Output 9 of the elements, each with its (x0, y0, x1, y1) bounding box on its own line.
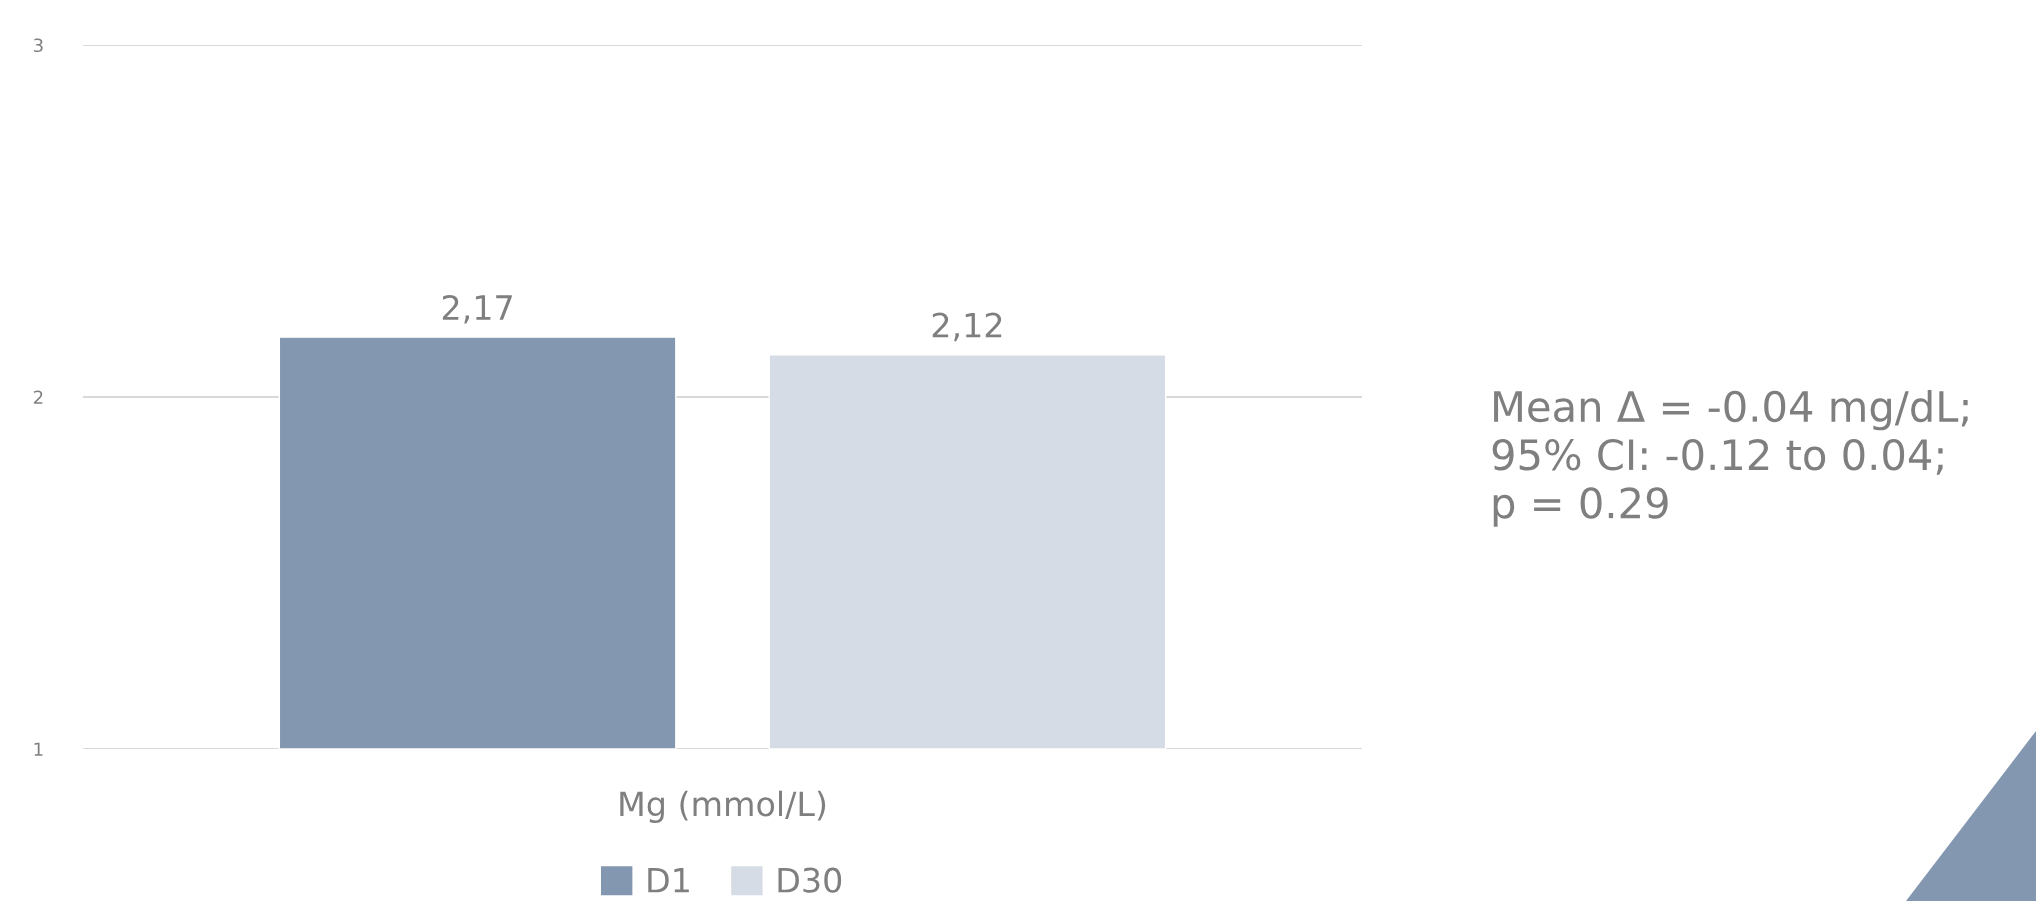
legend-label: D30 (778, 867, 842, 893)
x-tick-label: Mg (mmol/L) (620, 790, 826, 823)
data-label: 2,17 (442, 294, 512, 324)
text: Mean Δ = -0.04 mg/dL; 95% CI: -0.12 to 0.04; p = 0.29 (1492, 390, 1968, 527)
y-tick-label: 2 (33, 390, 43, 404)
y-tick-label: 1 (34, 742, 43, 756)
legend-label: D1 (648, 868, 689, 893)
y-tick-label: 3 (34, 38, 43, 53)
data-label: 2,12 (932, 312, 1002, 342)
